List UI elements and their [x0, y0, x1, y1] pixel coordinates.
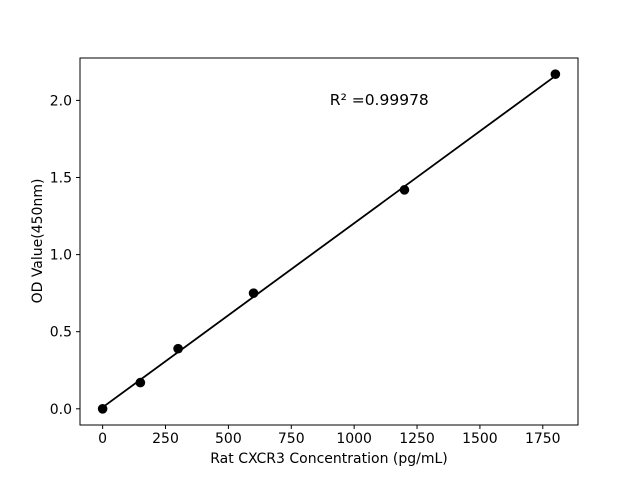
r-squared-annotation: R² =0.99978 [329, 91, 429, 110]
y-axis-label: OD Value(450nm) [30, 178, 46, 304]
y-tick-label: 1.5 [50, 171, 72, 187]
data-point [135, 377, 146, 388]
x-tick-label: 1250 [399, 431, 435, 447]
x-tick-label: 1750 [525, 431, 561, 447]
data-point [97, 404, 108, 414]
x-tick-label: 750 [278, 431, 305, 447]
plot-border [79, 57, 579, 426]
y-tick-label: 0.0 [50, 402, 72, 418]
x-tick-label: 250 [152, 431, 179, 447]
trend-line [102, 75, 556, 409]
data-point [173, 343, 183, 354]
y-tick-label: 2.0 [50, 93, 72, 109]
x-axis-label: Rat CXCR3 Concentration (pg/mL) [210, 451, 448, 467]
y-tick-label: 1.0 [50, 248, 72, 264]
data-point [248, 288, 259, 298]
y-tick-label: 0.5 [50, 325, 72, 341]
x-tick-label: 1500 [462, 431, 498, 447]
x-tick-label: 1000 [336, 431, 372, 447]
x-tick-label: 0 [98, 431, 107, 447]
data-point [550, 69, 561, 79]
data-point [399, 185, 410, 195]
x-tick-label: 500 [215, 431, 242, 447]
